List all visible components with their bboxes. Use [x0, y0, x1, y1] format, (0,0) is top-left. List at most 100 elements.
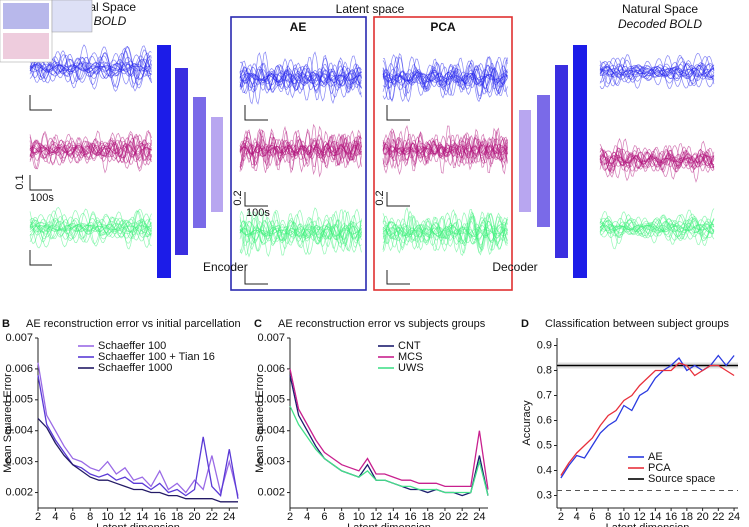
waveform [29, 217, 152, 240]
y-tick-label: 0.7 [537, 389, 552, 401]
x-tick-label: 4 [304, 511, 310, 523]
series-line [289, 368, 489, 490]
y-tick-label: 0.002 [5, 486, 33, 498]
waveform [239, 210, 362, 253]
x-tick-label: 4 [574, 511, 580, 523]
x-tick-label: 10 [101, 511, 113, 523]
x-tick-label: 2 [558, 511, 564, 523]
scale-bar [244, 192, 268, 207]
scale-label: 0.1 [14, 174, 26, 189]
encoder-label: Encoder [203, 260, 248, 274]
decoder-layer [537, 95, 550, 227]
waveform [600, 215, 715, 240]
scale-bar [29, 175, 52, 191]
x-tick-label: 12 [634, 511, 646, 523]
waveform [29, 56, 152, 81]
y-tick-label: 0.007 [5, 332, 33, 344]
x-tick-label: 14 [136, 511, 148, 523]
waveform [599, 65, 715, 79]
y-tick-label: 0.3 [537, 489, 552, 501]
x-tick-label: 16 [154, 511, 166, 523]
encoder-layer [175, 68, 188, 255]
scale-label: 100s [30, 192, 54, 204]
waveform [29, 143, 152, 157]
decoder-layer [573, 45, 587, 278]
x-tick-label: 20 [696, 511, 708, 523]
waveform [29, 130, 152, 174]
legend-label: PCA [648, 462, 671, 474]
encoder-layer [157, 45, 171, 278]
waveform [382, 137, 508, 163]
legend-label: Schaeffer 1000 [98, 362, 172, 374]
x-tick-label: 6 [321, 511, 327, 523]
scale-bar [386, 270, 410, 285]
waveform [29, 219, 152, 239]
waveform [29, 216, 152, 240]
waveform [29, 55, 152, 80]
legend-label: UWS [398, 362, 424, 374]
x-tick-label: 14 [649, 511, 661, 523]
pca-title: PCA [430, 20, 456, 34]
y-tick-label: 0.8 [537, 364, 552, 376]
right-subtitle: Decoded BOLD [618, 17, 702, 31]
decoder-layer [555, 65, 568, 258]
waveform [382, 55, 508, 100]
legend-label: MCS [398, 351, 422, 363]
y-tick-label: 0.004 [5, 425, 33, 437]
y-tick-label: 0.006 [5, 363, 33, 375]
y-tick-label: 0.4 [537, 464, 552, 476]
waveform [29, 130, 152, 172]
scale-bar [386, 192, 410, 207]
y-tick-label: 0.6 [537, 414, 552, 426]
waveform [599, 209, 715, 246]
waveform [599, 64, 715, 78]
waveform [239, 125, 362, 176]
x-tick-label: 18 [681, 511, 693, 523]
y-tick-label: 0.003 [5, 456, 33, 468]
x-tick-label: 6 [70, 511, 76, 523]
encoder-layer [211, 117, 223, 212]
waveform [29, 138, 152, 163]
scale-bar [386, 105, 410, 121]
waveform [599, 144, 715, 178]
scale-bar [244, 270, 268, 285]
x-tick-label: 2 [35, 511, 41, 523]
x-axis-label: Latent dimension [96, 522, 180, 527]
x-tick-label: 12 [370, 511, 382, 523]
y-tick-label: 0.005 [5, 394, 33, 406]
chart-title: AE reconstruction error vs subjects grou… [278, 318, 486, 330]
decoder-layer [519, 110, 531, 212]
x-tick-label: 16 [665, 511, 677, 523]
waveform [382, 63, 508, 92]
ae-box [230, 16, 367, 291]
scale-bar [244, 105, 268, 121]
waveform [29, 208, 152, 247]
waveform [239, 216, 362, 248]
series-line [289, 374, 489, 497]
waveform [599, 64, 715, 80]
x-axis-label: Latent dimension [347, 522, 431, 527]
waveform [29, 61, 152, 75]
x-tick-label: 20 [439, 511, 451, 523]
waveform [239, 138, 362, 161]
waveform [599, 219, 715, 239]
waveform [382, 209, 508, 257]
waveforms [29, 44, 715, 258]
y-tick-label: 0.005 [257, 394, 285, 406]
waveform [599, 55, 715, 88]
x-tick-label: 10 [618, 511, 630, 523]
x-tick-label: 8 [87, 511, 93, 523]
scale-label: 0.2 [232, 190, 244, 205]
x-tick-label: 10 [353, 511, 365, 523]
x-tick-label: 24 [223, 511, 235, 523]
x-tick-label: 24 [728, 511, 740, 523]
waveform [382, 134, 508, 167]
panel-label: D [521, 318, 529, 330]
x-tick-label: 22 [456, 511, 468, 523]
y-tick-label: 0.5 [537, 439, 552, 451]
ae-title: AE [290, 20, 307, 34]
scale-bar [29, 250, 52, 266]
y-tick-label: 0.003 [257, 456, 285, 468]
scale-bar [29, 95, 52, 111]
